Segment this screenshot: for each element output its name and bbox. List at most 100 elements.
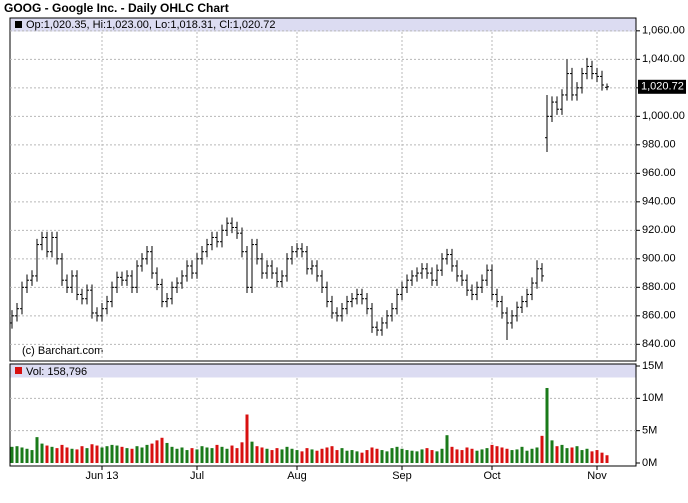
volume-bar bbox=[295, 450, 299, 463]
volume-bar bbox=[585, 448, 589, 463]
volume-bar bbox=[240, 442, 244, 463]
volume-bar bbox=[535, 447, 539, 463]
volume-bar bbox=[10, 446, 14, 463]
volume-bar bbox=[525, 450, 529, 463]
volume-bar bbox=[395, 446, 399, 463]
volume-bar bbox=[250, 441, 254, 463]
volume-bar bbox=[490, 444, 494, 463]
x-tick-label: Oct bbox=[483, 470, 500, 482]
volume-bar bbox=[85, 448, 89, 463]
volume-bar bbox=[320, 448, 324, 463]
volume-bar bbox=[175, 448, 179, 463]
volume-bar bbox=[275, 448, 279, 463]
volume-bar bbox=[195, 449, 199, 463]
volume-bar bbox=[30, 450, 34, 463]
volume-bar bbox=[315, 450, 319, 463]
volume-bar bbox=[505, 448, 509, 463]
volume-bar bbox=[70, 448, 74, 463]
volume-bar bbox=[440, 448, 444, 463]
volume-bar bbox=[185, 450, 189, 463]
plot-layer: Jun 13 Jul Aug Sep Oct Nov 840.00 860.00 880.00 9… bbox=[10, 25, 686, 482]
legend-swatch bbox=[15, 21, 22, 28]
volume-bar bbox=[430, 450, 434, 463]
volume-bar bbox=[60, 444, 64, 463]
volume-bar bbox=[445, 435, 449, 463]
price-panel bbox=[9, 17, 637, 362]
volume-bar bbox=[425, 448, 429, 463]
volume-bar bbox=[280, 449, 284, 463]
volume-bar bbox=[40, 443, 44, 463]
volume-bar bbox=[255, 446, 259, 463]
volume-bar bbox=[200, 446, 204, 463]
volume-bar bbox=[380, 450, 384, 463]
volume-bar bbox=[555, 446, 559, 463]
volume-bar bbox=[260, 447, 264, 463]
volume-bar bbox=[155, 440, 159, 463]
volume-bar bbox=[225, 448, 229, 463]
volume-bar bbox=[350, 450, 354, 463]
volume-bar bbox=[190, 448, 194, 463]
last-price-box bbox=[638, 79, 686, 94]
volume-bar bbox=[370, 447, 374, 463]
volume-bar bbox=[265, 448, 269, 463]
x-tick-label: Nov bbox=[587, 470, 607, 482]
volume-bar bbox=[90, 444, 94, 463]
volume-bar bbox=[410, 450, 414, 463]
volume-bar bbox=[575, 446, 579, 463]
volume-bar bbox=[235, 448, 239, 463]
volume-bar bbox=[330, 446, 334, 463]
volume-bar bbox=[45, 445, 49, 463]
volume-bar bbox=[165, 442, 169, 463]
volume-bar bbox=[400, 448, 404, 463]
volume-bar bbox=[160, 437, 164, 463]
volume-bar bbox=[480, 449, 484, 463]
x-tick-label: Jul bbox=[190, 470, 204, 482]
volume-bar bbox=[420, 449, 424, 463]
volume-bar bbox=[365, 450, 369, 463]
volume-bar bbox=[110, 444, 114, 463]
volume-bar bbox=[325, 447, 329, 463]
y-tick-label: 1,060.00 bbox=[642, 25, 685, 37]
volume-bar bbox=[460, 450, 464, 463]
volume-bar bbox=[415, 451, 419, 463]
volume-bar bbox=[100, 447, 104, 463]
volume-bar bbox=[150, 443, 154, 463]
volume-bar bbox=[125, 448, 129, 463]
volume-bar bbox=[290, 448, 294, 463]
y-tick-label: 940.00 bbox=[642, 196, 676, 208]
y-tick-label: 900.00 bbox=[642, 253, 676, 265]
volume-bar bbox=[75, 449, 79, 463]
volume-bar bbox=[335, 450, 339, 463]
volume-bar bbox=[205, 447, 209, 463]
volume-bar bbox=[215, 444, 219, 463]
volume-bar bbox=[135, 446, 139, 463]
volume-bar bbox=[500, 447, 504, 463]
volume-bar bbox=[270, 450, 274, 463]
volume-bar bbox=[120, 446, 124, 463]
volume-bar bbox=[80, 446, 84, 463]
volume-bar bbox=[15, 446, 19, 463]
volume-bar bbox=[385, 451, 389, 463]
y-tick-label: 840.00 bbox=[642, 338, 676, 350]
y-tick-label: 980.00 bbox=[642, 139, 676, 151]
volume-bar bbox=[510, 450, 514, 463]
volume-bar bbox=[550, 440, 554, 463]
volume-bar bbox=[565, 448, 569, 463]
volume-bar bbox=[300, 451, 304, 463]
chart-title: GOOG - Google Inc. - Daily OHLC Chart bbox=[4, 1, 229, 15]
volume-bar bbox=[470, 448, 474, 463]
volume-bar bbox=[95, 445, 99, 463]
volume-bar bbox=[560, 444, 564, 463]
volume-bar bbox=[605, 455, 609, 463]
volume-bar bbox=[310, 449, 314, 463]
volume-bar bbox=[105, 446, 109, 463]
volume-bar bbox=[230, 445, 234, 463]
volume-bar bbox=[475, 450, 479, 463]
volume-bar bbox=[140, 447, 144, 463]
volume-bar bbox=[450, 446, 454, 463]
volume-bar bbox=[455, 449, 459, 463]
credit: (c) Barchart.com bbox=[22, 345, 103, 357]
volume-bar bbox=[485, 448, 489, 463]
volume-bar bbox=[520, 446, 524, 463]
